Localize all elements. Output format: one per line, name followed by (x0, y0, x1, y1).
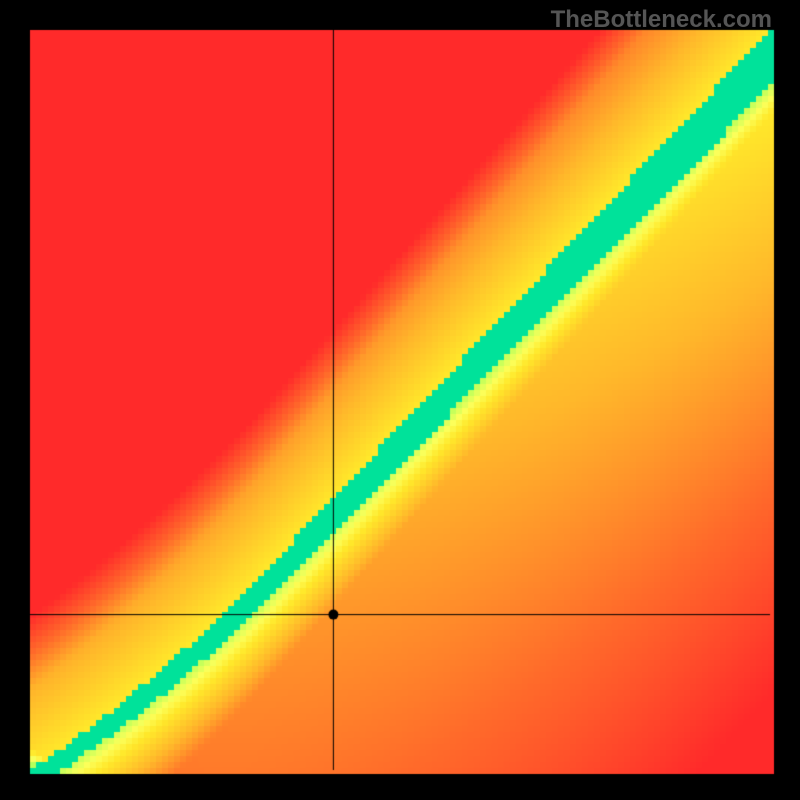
heatmap-canvas (0, 0, 800, 800)
watermark-label: TheBottleneck.com (551, 6, 772, 34)
chart-container: TheBottleneck.com (0, 0, 800, 800)
